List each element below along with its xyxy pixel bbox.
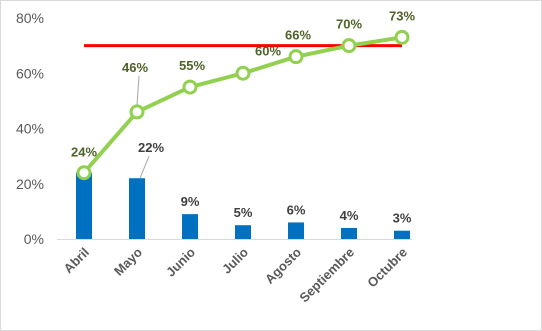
bar-data-label: 4% bbox=[340, 208, 359, 223]
cumulative-line bbox=[82, 35, 403, 175]
bar-mayo bbox=[129, 178, 145, 239]
bar-data-label: 3% bbox=[393, 211, 412, 226]
bar-abril bbox=[76, 172, 92, 239]
cumulative-point bbox=[182, 79, 198, 95]
y-tick-label: 40% bbox=[16, 121, 44, 137]
cumulative-data-label: 73% bbox=[389, 8, 415, 23]
cumulative-point bbox=[76, 165, 92, 181]
cumulative-data-label: 66% bbox=[285, 28, 311, 43]
bar-julio bbox=[235, 225, 251, 239]
cumulative-data-label: 46% bbox=[122, 60, 148, 75]
cumulative-data-label: 70% bbox=[336, 17, 362, 32]
cumulative-point bbox=[129, 104, 145, 120]
cumulative-point bbox=[341, 38, 357, 54]
bar-septiembre bbox=[341, 227, 357, 239]
y-tick-label: 0% bbox=[24, 231, 44, 247]
line-label-leader-line bbox=[136, 75, 140, 105]
bar-data-label: 5% bbox=[234, 205, 253, 220]
bar-data-label: 6% bbox=[287, 202, 306, 217]
cumulative-data-label: 24% bbox=[71, 145, 97, 160]
x-category-label: Mayo bbox=[111, 244, 145, 278]
x-category-label: Septiembre bbox=[296, 245, 357, 306]
y-tick-label: 20% bbox=[16, 176, 44, 192]
bar-label-leader-line bbox=[139, 156, 150, 179]
x-category-label: Junio bbox=[163, 244, 198, 279]
y-tick-label: 60% bbox=[16, 65, 44, 81]
bar-junio bbox=[182, 214, 198, 239]
x-category-label: Octubre bbox=[364, 245, 410, 291]
x-category-label: Agosto bbox=[262, 244, 304, 286]
x-category-label: Abril bbox=[61, 245, 93, 277]
y-tick-label: 80% bbox=[16, 10, 44, 26]
cumulative-point bbox=[394, 29, 410, 45]
bar-agosto bbox=[288, 222, 304, 239]
cumulative-point bbox=[235, 65, 251, 81]
bar-data-label: 22% bbox=[138, 140, 164, 155]
x-category-label: Julio bbox=[219, 244, 251, 276]
cumulative-data-label: 55% bbox=[179, 58, 205, 73]
cumulative-data-label: 60% bbox=[255, 43, 281, 58]
cumulative-point bbox=[288, 49, 304, 65]
bar-octubre bbox=[394, 230, 410, 239]
bar-data-label: 9% bbox=[181, 194, 200, 209]
